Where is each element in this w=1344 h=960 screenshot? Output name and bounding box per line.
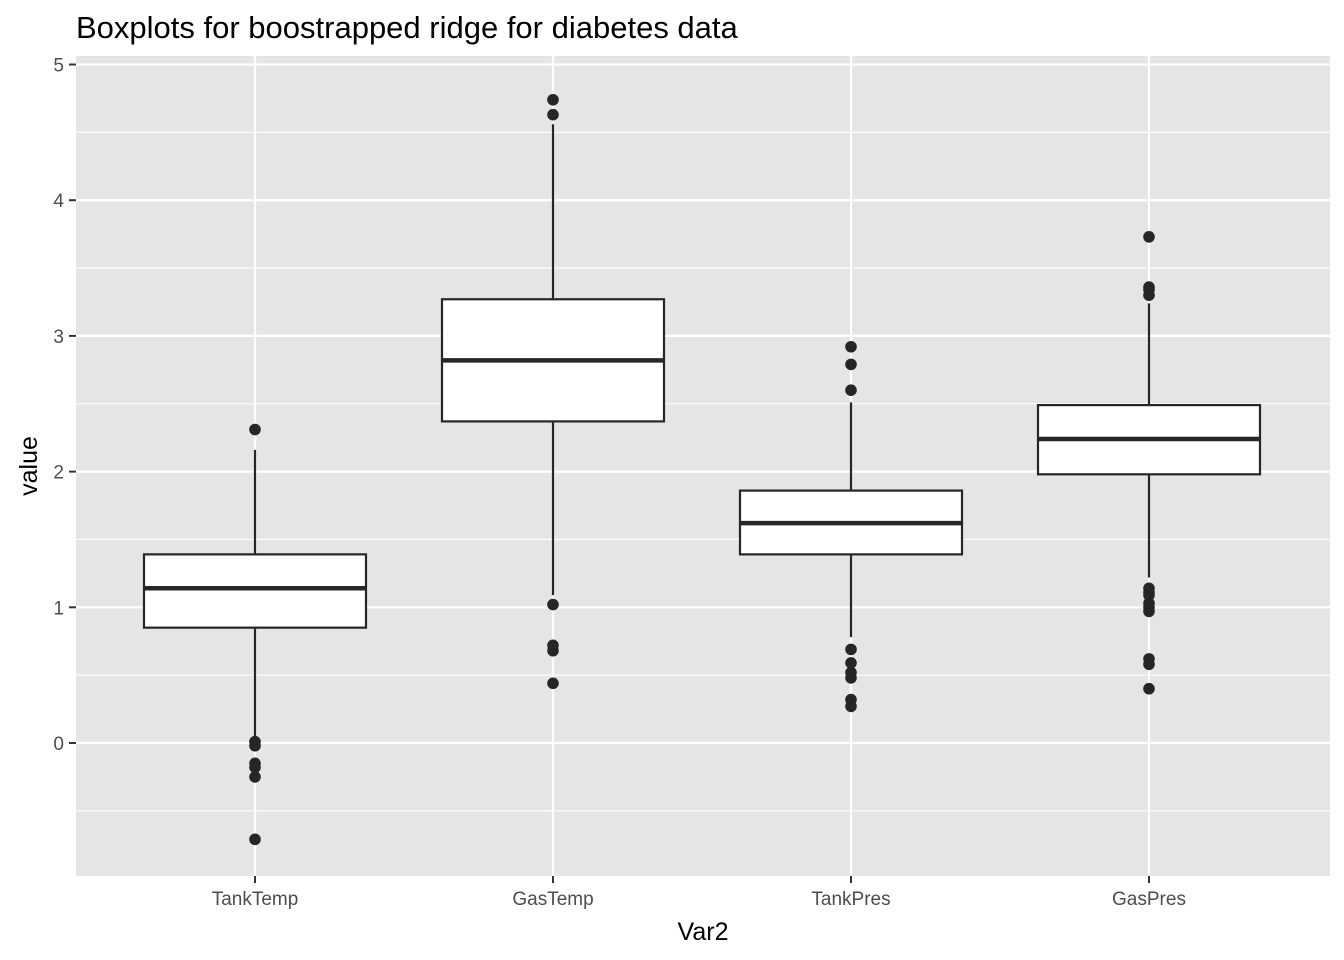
outlier-point: [845, 384, 857, 396]
outlier-point: [249, 423, 261, 436]
x-tick-label: GasTemp: [512, 889, 593, 910]
outlier-point: [845, 657, 857, 669]
outlier-point: [845, 340, 857, 353]
outlier-point: [547, 108, 559, 121]
outlier-point: [1143, 658, 1155, 671]
box-group-tankpres: [738, 340, 964, 713]
y-tick-label: 1: [53, 598, 64, 619]
y-axis: 0 1 2 3 4 5: [53, 56, 76, 755]
outlier-point: [845, 700, 857, 713]
box-iqr: [142, 553, 368, 629]
y-tick-label: 2: [53, 463, 64, 484]
y-tick-label: 3: [53, 327, 64, 348]
grid-minor: [76, 131, 1330, 812]
y-tick-label: 4: [53, 191, 64, 212]
box-group-gaspres: [1036, 231, 1262, 695]
outlier-point: [845, 643, 857, 656]
boxes-layer: [142, 93, 1262, 846]
y-tick-label: 5: [53, 56, 64, 77]
outlier-point: [249, 739, 261, 752]
outlier-point: [845, 672, 857, 684]
x-tick-label: TankPres: [811, 889, 890, 910]
x-axis: TankTemp GasTemp TankPres GasPres: [212, 876, 1186, 910]
box-group-tanktemp: [142, 423, 368, 846]
chart-title: Boxplots for boostrapped ridge for diabe…: [76, 10, 739, 45]
outlier-point: [547, 598, 559, 611]
outlier-point: [547, 644, 559, 657]
y-axis-title: value: [15, 436, 43, 496]
outlier-point: [1143, 231, 1155, 243]
outlier-point: [249, 833, 261, 846]
y-tick-label: 0: [53, 734, 64, 755]
outlier-point: [547, 677, 559, 690]
box-group-gastemp: [440, 93, 666, 690]
x-tick-label: GasPres: [1112, 889, 1186, 910]
outlier-point: [1143, 605, 1155, 618]
x-axis-title: Var2: [678, 918, 729, 946]
outlier-point: [1143, 589, 1155, 601]
x-tick-label: TankTemp: [212, 889, 299, 910]
outlier-point: [249, 771, 261, 783]
outlier-point: [845, 358, 857, 371]
outlier-point: [249, 761, 261, 774]
outlier-point: [1143, 682, 1155, 695]
outlier-point: [1143, 289, 1155, 301]
outlier-point: [547, 93, 559, 106]
